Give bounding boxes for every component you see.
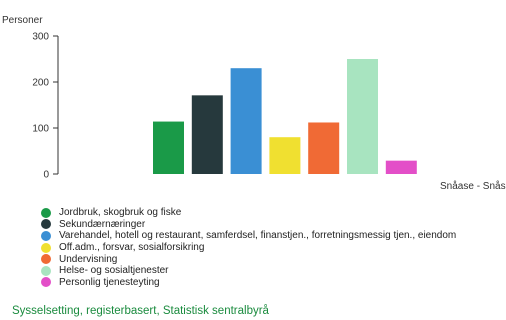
bar-chart: Personer 0 100 200 300 Snåase - Snåsa	[2, 15, 506, 192]
legend-item-3[interactable]: Varehandel, hotell og restaurant, samfer…	[41, 230, 456, 242]
y-axis: 0 100 200 300	[32, 32, 59, 181]
y-tick-label-1: 100	[32, 124, 49, 135]
legend-marker-icon	[41, 230, 51, 241]
source-link[interactable]: Sysselsetting, registerbasert, Statistis…	[12, 305, 269, 317]
bar-2[interactable]	[191, 95, 223, 174]
legend-label: Undervisning	[59, 253, 118, 265]
legend-marker-icon	[41, 254, 51, 265]
bar-3[interactable]	[230, 68, 262, 174]
legend-marker-icon	[41, 265, 51, 276]
y-tick-label-3: 300	[32, 32, 49, 43]
bar-7[interactable]	[385, 160, 417, 174]
legend-marker-icon	[41, 219, 51, 230]
bar-4[interactable]	[269, 137, 301, 174]
legend-item-4[interactable]: Off.adm., forsvar, sosialforsikring	[41, 242, 456, 254]
y-axis-title: Personer	[2, 15, 43, 26]
bar-6[interactable]	[347, 59, 378, 174]
legend-marker-icon	[41, 277, 51, 288]
legend-item-5[interactable]: Undervisning	[41, 253, 456, 265]
legend-label: Off.adm., forsvar, sosialforsikring	[59, 242, 205, 254]
legend-item-7[interactable]: Personlig tjenesteyting	[41, 277, 456, 289]
bar-1[interactable]	[153, 121, 184, 174]
x-category-label: Snåase - Snåsa	[440, 180, 506, 192]
legend-label: Personlig tjenesteyting	[59, 276, 160, 288]
y-tick-label-0: 0	[43, 170, 49, 181]
legend-label: Helse- og sosialtjenester	[59, 265, 169, 277]
legend: Jordbruk, skogbruk og fiske Sekundærnærin…	[41, 207, 456, 288]
bar-5[interactable]	[308, 122, 340, 174]
legend-item-6[interactable]: Helse- og sosialtjenester	[41, 265, 456, 277]
legend-item-1[interactable]: Jordbruk, skogbruk og fiske	[41, 207, 456, 219]
legend-label: Sekundærnæringer	[59, 218, 146, 230]
legend-marker-icon	[41, 207, 51, 218]
legend-label: Jordbruk, skogbruk og fiske	[59, 207, 182, 219]
legend-marker-icon	[41, 242, 51, 253]
legend-item-2[interactable]: Sekundærnæringer	[41, 219, 456, 231]
bars	[153, 59, 417, 174]
y-tick-label-2: 200	[32, 78, 49, 89]
legend-label: Varehandel, hotell og restaurant, samfer…	[59, 230, 457, 242]
